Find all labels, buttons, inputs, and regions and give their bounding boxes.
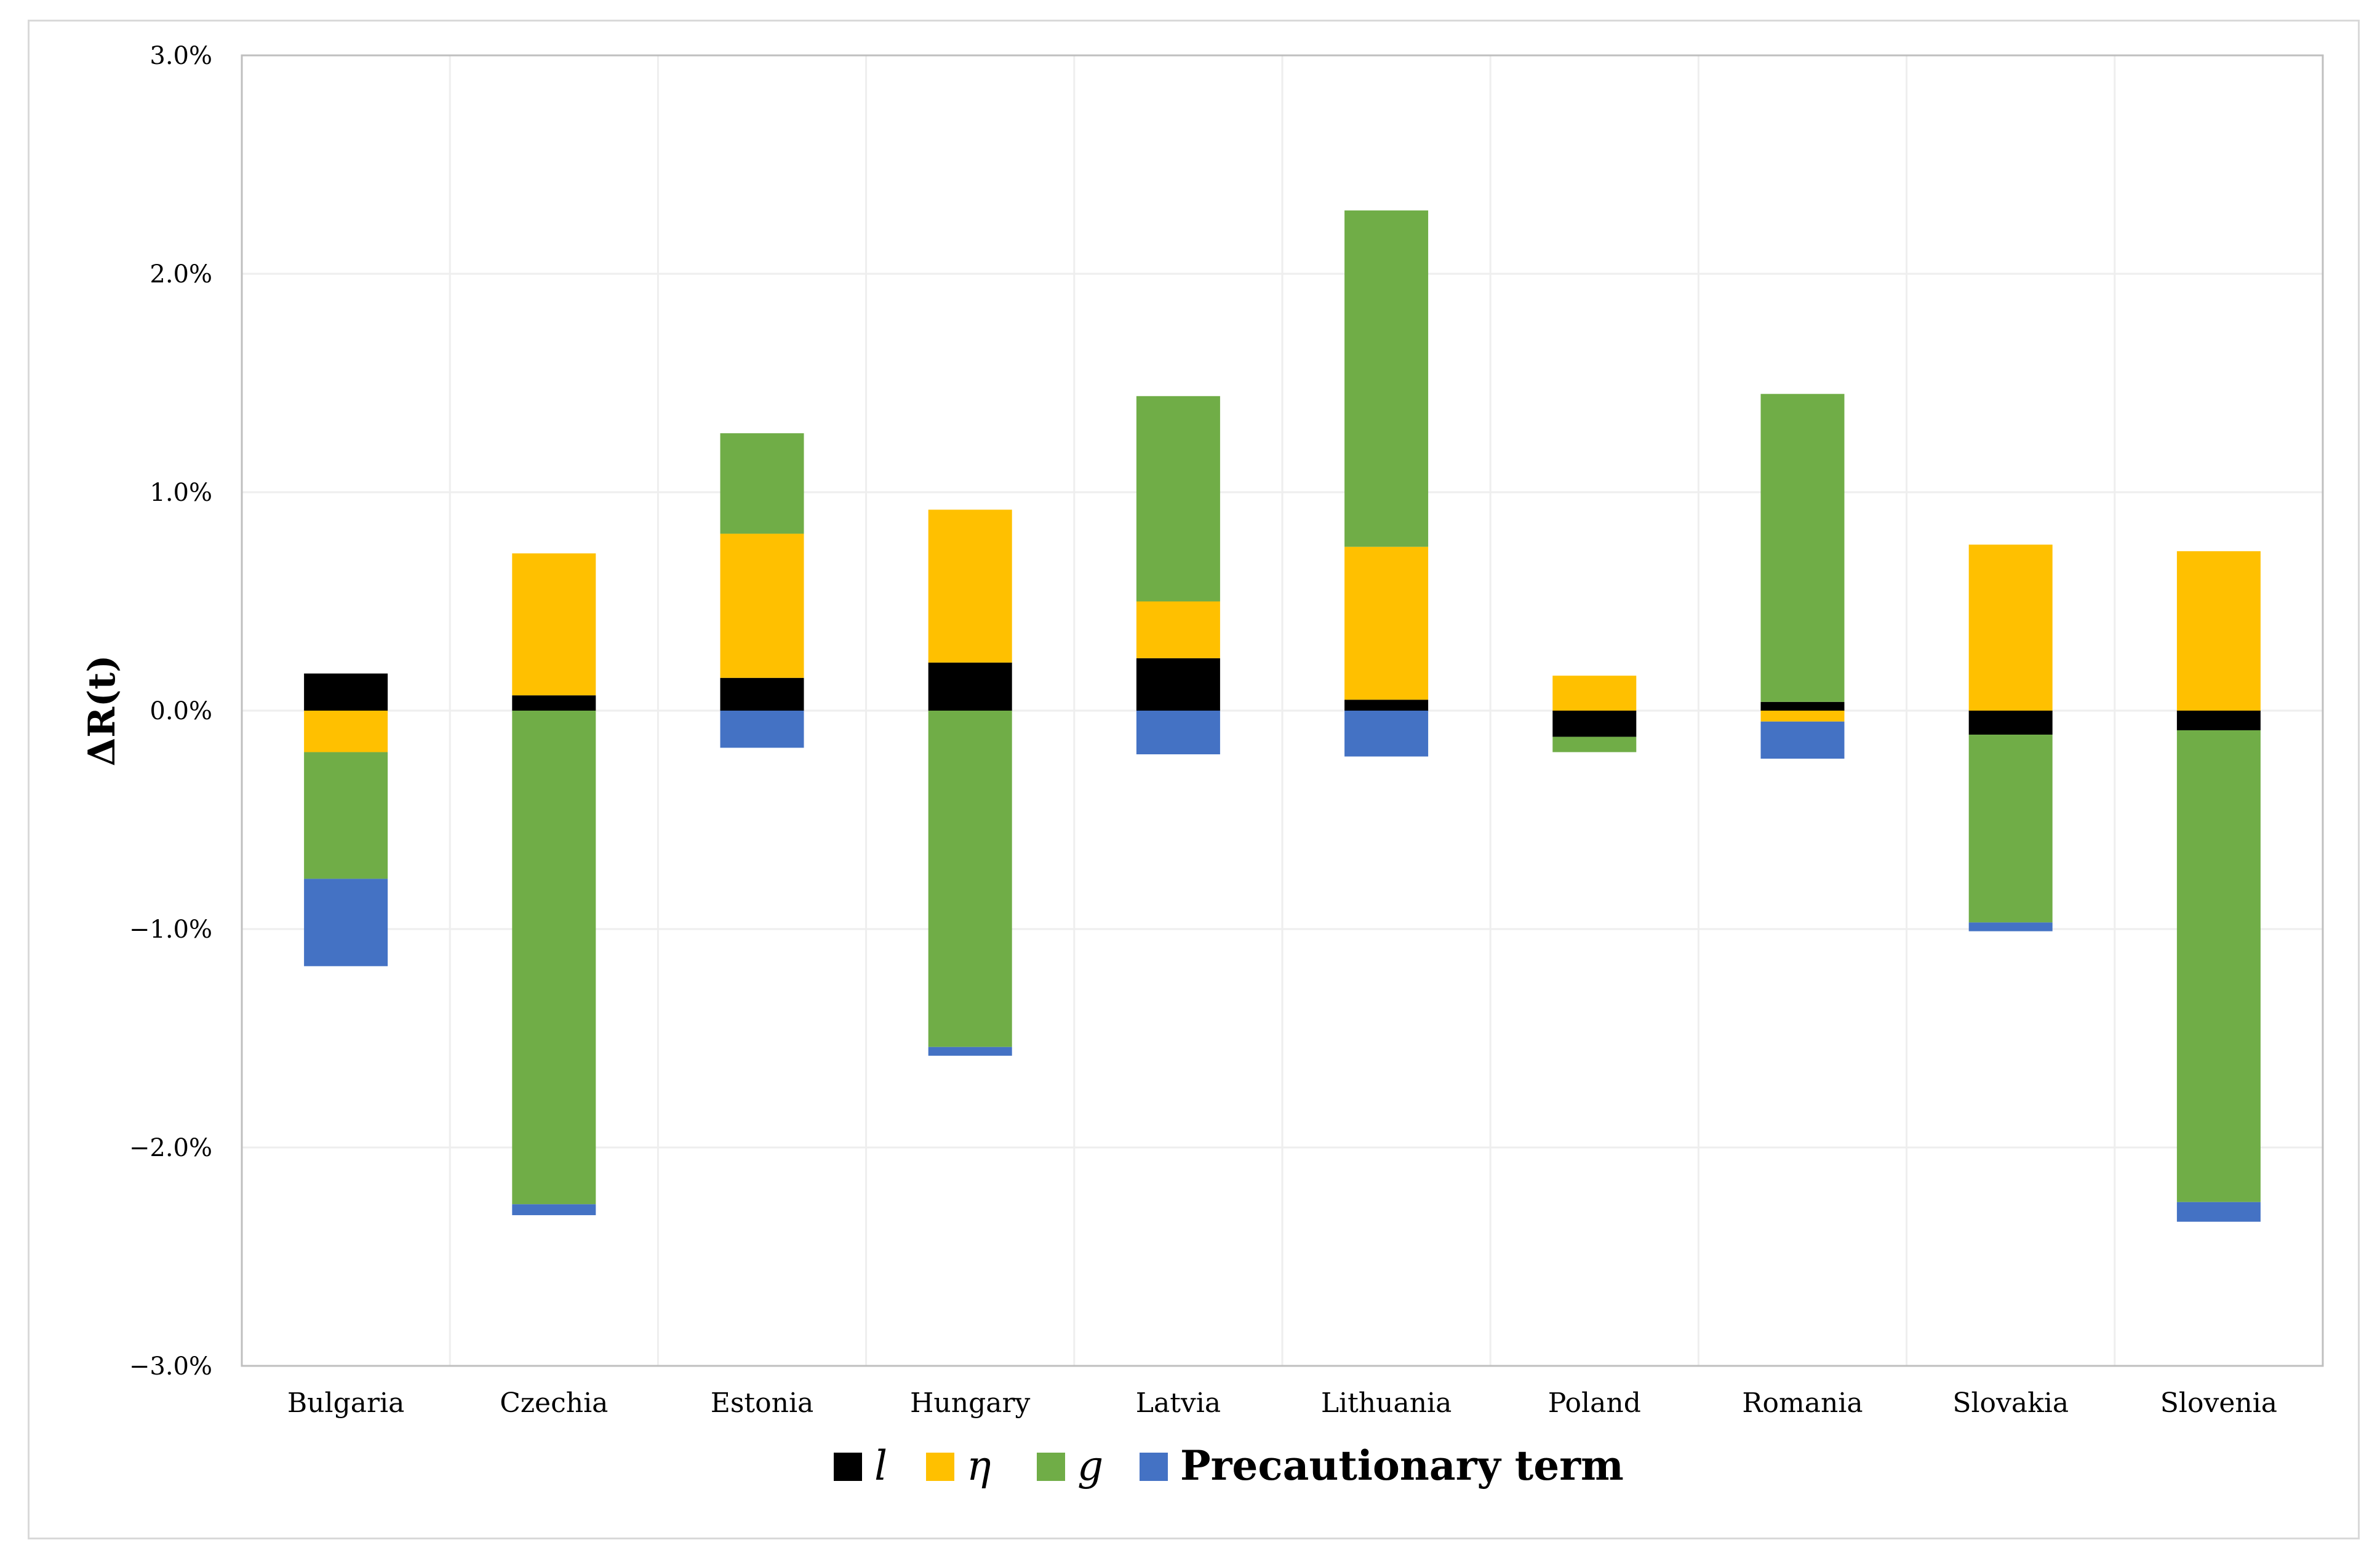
bar-slovakia-series-1 (1968, 545, 2053, 711)
x-category-label: Hungary (910, 1387, 1030, 1419)
bar-hungary-series-2 (928, 711, 1012, 1047)
bar-romania-series-1 (1760, 711, 1845, 722)
bar-hungary-series-0 (928, 662, 1012, 711)
legend-label: η (967, 1442, 991, 1490)
bar-poland-series-0 (1552, 711, 1637, 737)
bar-slovakia-series-0 (1968, 711, 2053, 735)
bar-estonia-series-0 (720, 677, 804, 711)
y-tick-label: −3.0% (129, 1352, 212, 1381)
bar-poland-series-1 (1552, 676, 1637, 711)
x-category-label: Romania (1742, 1387, 1863, 1419)
legend-label: l (874, 1442, 887, 1490)
bar-czechia-series-1 (512, 553, 596, 696)
bar-hungary-series-3 (928, 1047, 1012, 1056)
x-category-label: Slovakia (1952, 1387, 2069, 1419)
bar-lithuania-series-3 (1344, 711, 1429, 757)
bar-latvia-series-2 (1136, 396, 1220, 602)
bar-czechia-series-2 (512, 711, 596, 1205)
bar-bulgaria-series-2 (304, 752, 388, 879)
bar-estonia-series-1 (720, 533, 804, 678)
bar-romania-series-3 (1760, 721, 1845, 759)
legend-label: Precautionary term (1180, 1442, 1624, 1490)
bar-latvia-series-0 (1136, 658, 1220, 711)
bar-estonia-series-2 (720, 433, 804, 534)
bar-bulgaria-series-0 (304, 673, 388, 711)
legend-swatch (834, 1453, 862, 1481)
x-category-label: Slovenia (2160, 1387, 2277, 1419)
bar-slovakia-series-2 (1968, 735, 2053, 923)
x-category-label: Czechia (500, 1387, 608, 1419)
bar-romania-series-0 (1760, 701, 1845, 711)
bar-lithuania-series-1 (1344, 546, 1429, 700)
x-category-labels: Bulgaria Czechia Estonia Hungary Latvia Lithu… (287, 1387, 2277, 1419)
bar-czechia-series-3 (512, 1204, 596, 1216)
legend-swatch (926, 1453, 954, 1481)
bar-bulgaria-series-3 (304, 879, 388, 967)
bars (304, 210, 2261, 1222)
x-category-label: Lithuania (1321, 1387, 1452, 1419)
bar-slovenia-series-0 (2176, 711, 2261, 730)
bar-slovenia-series-3 (2176, 1202, 2261, 1222)
bar-romania-series-2 (1760, 394, 1845, 702)
bar-poland-series-2 (1552, 736, 1637, 752)
bar-hungary-series-1 (928, 509, 1012, 663)
plot-area-border (241, 54, 2324, 1367)
y-tick-label: 2.0% (150, 260, 212, 289)
y-tick-label: −2.0% (129, 1134, 212, 1162)
legend: l η g Precautionary term (834, 1442, 1624, 1490)
bar-slovenia-series-2 (2176, 730, 2261, 1202)
y-tick-label: 0.0% (150, 697, 212, 725)
x-category-label: Bulgaria (287, 1387, 404, 1419)
bar-latvia-series-3 (1136, 711, 1220, 754)
legend-swatch (1140, 1453, 1168, 1481)
legend-swatch (1037, 1453, 1065, 1481)
axes (241, 54, 2324, 1367)
y-tick-labels: 3.0% 2.0% 1.0% 0.0% −1.0% −2.0% −3.0% (129, 42, 212, 1381)
bar-estonia-series-3 (720, 711, 804, 748)
y-tick-label: 1.0% (150, 479, 212, 507)
bar-slovenia-series-1 (2176, 551, 2261, 711)
legend-label: g (1077, 1442, 1103, 1490)
bar-lithuania-series-2 (1344, 210, 1429, 547)
y-tick-label: −1.0% (129, 916, 212, 944)
x-category-label: Estonia (711, 1387, 814, 1419)
y-axis-title: ΔR(t) (81, 655, 124, 767)
bar-lithuania-series-0 (1344, 700, 1429, 711)
bar-slovakia-series-3 (1968, 922, 2053, 932)
bar-czechia-series-0 (512, 695, 596, 711)
bar-latvia-series-1 (1136, 601, 1220, 658)
y-tick-label: 3.0% (150, 42, 212, 70)
bar-bulgaria-series-1 (304, 711, 388, 752)
x-category-label: Latvia (1136, 1387, 1221, 1419)
x-category-label: Poland (1548, 1387, 1641, 1419)
